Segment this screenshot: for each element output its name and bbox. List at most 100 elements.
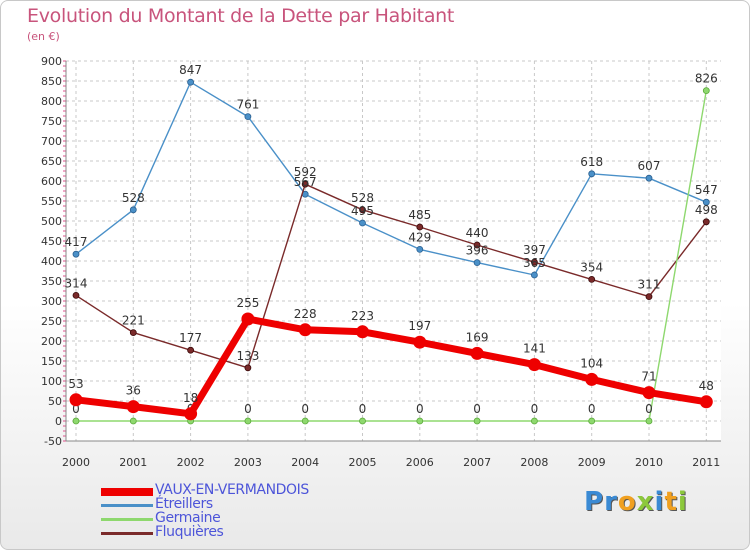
data-label: 429	[408, 230, 431, 244]
data-point	[129, 417, 137, 425]
logo-letter: i	[677, 487, 688, 517]
data-point	[645, 174, 653, 182]
data-label: 528	[122, 191, 145, 205]
data-label: 592	[294, 165, 317, 179]
data-label: 847	[179, 63, 202, 77]
data-point	[702, 198, 710, 206]
data-point	[241, 312, 255, 326]
data-point	[531, 417, 538, 425]
y-tick-label: 50	[48, 395, 62, 408]
data-label: 0	[72, 402, 80, 416]
data-label: 53	[68, 377, 83, 391]
logo-letter: o	[617, 487, 637, 517]
series-line	[75, 183, 707, 369]
data-label: 495	[351, 204, 374, 218]
data-label: 223	[351, 309, 374, 323]
x-tick-label: 2004	[291, 456, 319, 469]
y-tick-label: 450	[41, 235, 62, 248]
data-label: 354	[580, 260, 603, 274]
y-tick-label: 100	[41, 375, 62, 388]
y-tick-label: -50	[44, 435, 62, 448]
y-tick-label: 200	[41, 335, 62, 348]
data-point	[69, 393, 83, 407]
legend-label: Fluquières	[155, 524, 224, 540]
legend-label: VAUX-EN-VERMANDOIS	[155, 482, 309, 498]
data-label: 0	[531, 402, 539, 416]
series-line	[75, 89, 707, 422]
y-tick-label: 800	[41, 95, 62, 108]
data-point	[244, 417, 252, 425]
data-label: 0	[359, 402, 367, 416]
x-tick-label: 2010	[635, 456, 663, 469]
y-tick-label: 900	[41, 55, 62, 68]
data-label: 761	[236, 98, 259, 112]
x-tick-label: 2001	[119, 456, 147, 469]
y-tick-label: 600	[41, 175, 62, 188]
y-tick-label: 650	[41, 155, 62, 168]
data-label: 498	[695, 203, 718, 217]
data-point	[699, 395, 713, 409]
data-label: 365	[523, 256, 546, 270]
x-tick-label: 2009	[578, 456, 606, 469]
data-point	[72, 417, 80, 425]
data-point	[470, 346, 484, 360]
data-label: 618	[580, 155, 603, 169]
series-line	[72, 315, 710, 418]
legend-swatch	[101, 532, 153, 535]
data-label: 48	[699, 379, 714, 393]
y-tick-label: 150	[41, 355, 62, 368]
data-label: 485	[408, 208, 431, 222]
data-point	[416, 417, 424, 425]
data-point	[184, 407, 198, 421]
y-tick-label: 300	[41, 295, 62, 308]
data-label: 255	[236, 296, 259, 310]
y-tick-label: 500	[41, 215, 62, 228]
data-label: 133	[236, 349, 259, 363]
data-point	[527, 358, 541, 372]
x-tick-label: 2003	[234, 456, 262, 469]
logo-letter: i	[654, 487, 665, 517]
y-tick-label: 750	[41, 115, 62, 128]
data-point	[413, 335, 427, 349]
data-point	[473, 417, 481, 425]
data-point	[359, 219, 366, 227]
x-tick-label: 2000	[62, 456, 90, 469]
data-label: 547	[695, 183, 718, 197]
data-point	[126, 400, 140, 414]
y-tick-label: 350	[41, 275, 62, 288]
data-label: 528	[351, 191, 374, 205]
y-tick-label: 250	[41, 315, 62, 328]
data-label: 228	[294, 307, 317, 321]
data-label: 18	[183, 391, 198, 405]
data-point	[72, 291, 80, 299]
data-point	[702, 218, 710, 226]
legend-swatch	[101, 504, 153, 507]
y-tick-label: 850	[41, 75, 62, 88]
data-label: 397	[523, 243, 546, 257]
data-label: 417	[65, 235, 88, 249]
data-point	[301, 417, 309, 425]
data-label: 607	[638, 159, 661, 173]
y-tick-label: 550	[41, 195, 62, 208]
data-label: 0	[301, 402, 309, 416]
data-point	[531, 271, 538, 279]
x-tick-label: 2002	[177, 456, 205, 469]
chart-unit: (en €)	[27, 30, 60, 43]
legend-item: Étreillers	[101, 496, 401, 512]
data-point	[187, 346, 195, 354]
legend-item: Germaine	[101, 510, 401, 526]
data-label: 221	[122, 314, 145, 328]
data-label: 104	[580, 356, 603, 370]
x-tick-label: 2011	[692, 456, 720, 469]
logo-letter: t	[664, 487, 678, 517]
data-label: 0	[416, 402, 424, 416]
y-tick-label: 0	[55, 415, 62, 428]
plot-area	[66, 61, 721, 441]
data-point	[129, 206, 137, 214]
data-point	[585, 372, 599, 386]
x-tick-label: 2007	[463, 456, 491, 469]
legend-label: Germaine	[155, 510, 221, 526]
data-label: 0	[588, 402, 596, 416]
data-point	[473, 259, 481, 267]
